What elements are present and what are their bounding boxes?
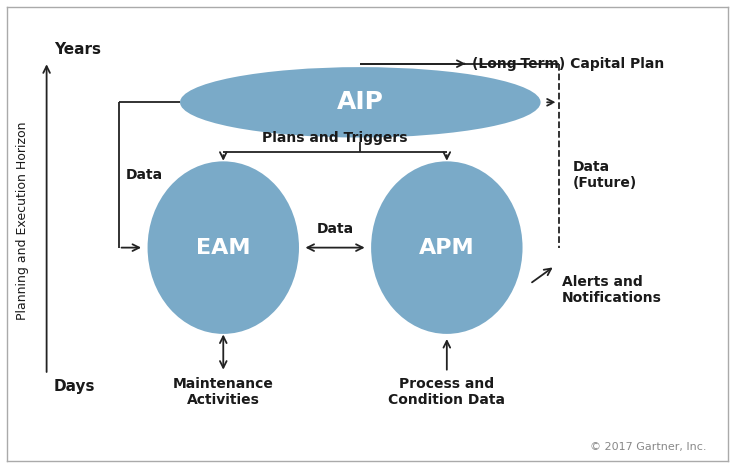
Text: EAM: EAM [196, 238, 251, 257]
Text: (Long-Term) Capital Plan: (Long-Term) Capital Plan [472, 57, 664, 71]
Text: © 2017 Gartner, Inc.: © 2017 Gartner, Inc. [590, 442, 706, 452]
Text: Alerts and
Notifications: Alerts and Notifications [562, 275, 662, 305]
Ellipse shape [148, 161, 299, 334]
Text: Maintenance
Activities: Maintenance Activities [173, 377, 273, 407]
Ellipse shape [371, 161, 523, 334]
Text: Planning and Execution Horizon: Planning and Execution Horizon [16, 121, 29, 320]
Text: Days: Days [54, 380, 96, 395]
Text: Data: Data [126, 168, 163, 182]
Text: APM: APM [419, 238, 475, 257]
Text: AIP: AIP [337, 90, 384, 114]
Ellipse shape [180, 67, 540, 138]
Text: Process and
Condition Data: Process and Condition Data [388, 377, 506, 407]
Text: Data: Data [317, 222, 354, 236]
Text: Years: Years [54, 42, 101, 57]
Text: Plans and Triggers: Plans and Triggers [262, 132, 408, 146]
Text: Data
(Future): Data (Future) [573, 160, 637, 190]
